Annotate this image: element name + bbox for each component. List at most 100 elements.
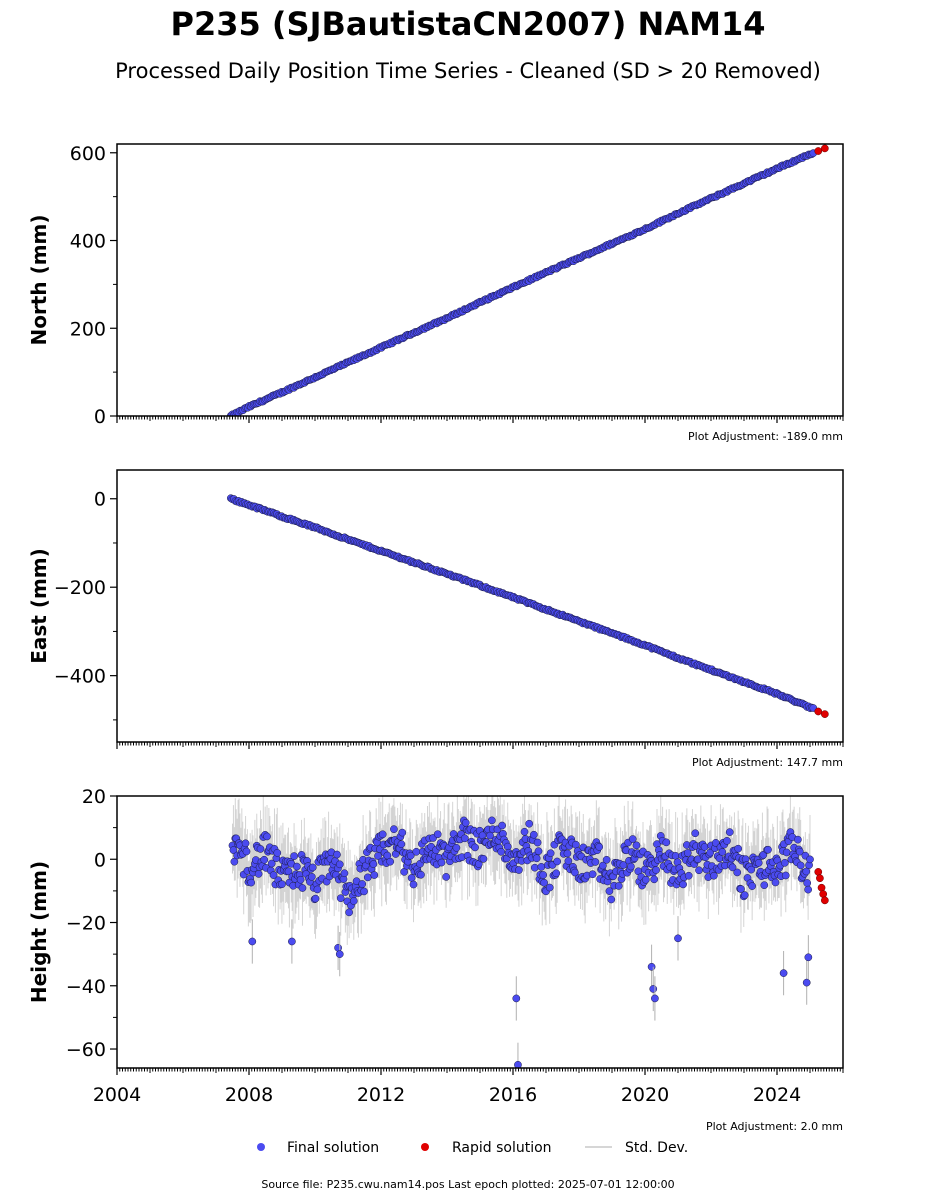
- final-solution-outlier-point: [288, 937, 296, 946]
- final-solution-point: [293, 862, 301, 871]
- final-solution-point: [307, 872, 316, 881]
- y-tick-label: 0: [94, 406, 106, 428]
- final-solution-point: [710, 871, 718, 880]
- rapid-solution-point: [817, 883, 826, 892]
- final-solution-point: [614, 882, 623, 890]
- final-solution-point: [764, 845, 772, 854]
- final-solution-point: [718, 848, 727, 856]
- figure-subtitle: Processed Daily Position Time Series - C…: [115, 59, 821, 83]
- final-solution-point: [313, 885, 322, 894]
- final-solution-point: [369, 860, 378, 868]
- legend-rapid-label: Rapid solution: [452, 1140, 552, 1156]
- plot-adjustment-note: Plot Adjustment: 147.7 mm: [692, 756, 843, 769]
- final-solution-point: [628, 835, 637, 843]
- final-solution-point: [358, 880, 367, 888]
- final-solution-point: [802, 867, 811, 876]
- final-solution-point: [740, 891, 749, 899]
- final-solution-point: [552, 869, 561, 878]
- final-solution-point: [498, 821, 506, 830]
- final-solution-outlier-point: [651, 994, 659, 1003]
- final-solution-outlier-point: [335, 950, 344, 958]
- final-solution-point: [662, 838, 671, 847]
- final-solution-point: [545, 883, 554, 892]
- final-solution-point: [397, 840, 406, 849]
- rapid-solution-point: [819, 890, 828, 898]
- final-solution-point: [386, 857, 395, 866]
- final-solution-point: [241, 839, 250, 848]
- rapid-solution-point: [821, 144, 829, 153]
- final-solution-point: [571, 868, 579, 877]
- final-solution-point: [407, 874, 416, 882]
- plot-adjustment-note: Plot Adjustment: -189.0 mm: [688, 430, 843, 443]
- final-solution-point: [723, 837, 731, 845]
- final-solution-point: [406, 851, 415, 860]
- final-solution-point: [563, 849, 572, 858]
- final-solution-point: [553, 857, 562, 866]
- final-solution-point: [533, 838, 542, 847]
- figure-title: P235 (SJBautistaCN2007) NAM14: [171, 5, 766, 43]
- rapid-solution-point: [814, 868, 823, 876]
- final-solution-point: [378, 830, 387, 839]
- y-tick-label: 20: [82, 786, 106, 808]
- final-solution-point: [488, 816, 496, 825]
- final-solution-point: [534, 847, 543, 856]
- final-solution-point: [284, 867, 293, 876]
- final-solution-point: [650, 875, 659, 884]
- y-tick-label: −400: [54, 666, 106, 688]
- y-axis-label: North (mm): [27, 214, 51, 345]
- panel-1: 0 200 400 600 North (mm) Plot Adjustment: -18…: [27, 143, 844, 443]
- final-solution-point: [571, 840, 580, 849]
- final-solution-point: [652, 866, 660, 874]
- final-solution-point: [627, 862, 635, 871]
- x-tick-label: 2008: [225, 1084, 273, 1106]
- final-solution-point: [242, 847, 251, 856]
- rapid-solution-point: [821, 896, 829, 905]
- final-solution-point: [595, 843, 604, 851]
- final-solution-point: [588, 870, 597, 879]
- final-solution-point: [564, 857, 573, 865]
- rapid-solution-point: [814, 147, 823, 155]
- x-tick-label: 2020: [621, 1084, 669, 1106]
- final-solution-point: [290, 852, 298, 860]
- final-solution-point: [311, 894, 320, 903]
- x-tick-label: 2024: [753, 1084, 801, 1106]
- y-tick-label: 0: [94, 849, 106, 871]
- panel-frame: [116, 469, 844, 743]
- final-solution-point: [539, 871, 548, 879]
- rapid-solution-point: [814, 707, 823, 716]
- final-solution-point: [296, 875, 305, 884]
- final-solution-point: [417, 870, 425, 879]
- final-solution-point: [537, 863, 546, 871]
- y-axis-label: East (mm): [27, 548, 51, 664]
- final-solution-point: [349, 897, 358, 905]
- final-solution-point: [515, 866, 523, 874]
- final-solution-outlier-point: [334, 943, 342, 952]
- final-solution-point: [437, 858, 446, 867]
- final-solution-point: [254, 870, 263, 878]
- final-solution-point: [671, 852, 680, 860]
- final-solution-point: [754, 859, 763, 867]
- final-solution-point: [529, 830, 538, 839]
- final-solution-point: [269, 871, 278, 879]
- final-solution-point: [794, 835, 802, 844]
- final-solution-point: [452, 843, 461, 852]
- final-solution-point: [335, 860, 344, 869]
- y-tick-label: 200: [70, 318, 106, 340]
- final-solution-point: [460, 834, 469, 843]
- final-solution-point: [695, 866, 703, 875]
- final-solution-point: [525, 819, 534, 828]
- final-solution-point: [540, 878, 548, 887]
- final-solution-point: [267, 859, 276, 868]
- final-solution-point: [229, 846, 238, 854]
- legend-rapid-marker: [421, 1143, 429, 1151]
- final-solution-point: [781, 871, 790, 880]
- x-tick-label: 2012: [357, 1084, 405, 1106]
- final-solution-point: [308, 863, 317, 872]
- final-solution-point: [256, 845, 265, 853]
- y-tick-label: −60: [66, 1039, 106, 1061]
- final-solution-point: [747, 865, 756, 874]
- legend-final-label: Final solution: [287, 1140, 379, 1156]
